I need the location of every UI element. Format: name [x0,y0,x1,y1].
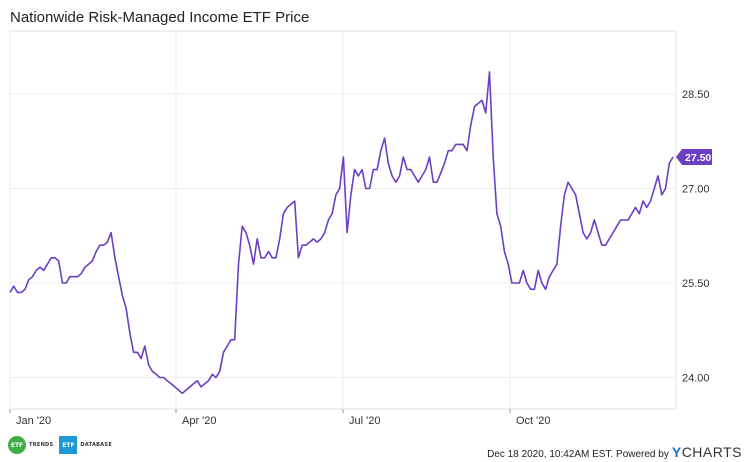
footer-attribution: Dec 18 2020, 10:42AM EST. Powered by YCH… [487,444,742,460]
etf-trends-logo-text: TRENDS [29,442,54,448]
etf-database-logo[interactable]: ETF DATABASE [59,436,112,454]
price-series-line [9,71,674,395]
timestamp-text: Dec 18 2020, 10:42AM EST. Powered by [487,449,669,460]
ycharts-logo-y: Y [671,444,682,460]
last-value-marker [676,149,712,165]
x-tick-label: Oct '20 [516,415,551,427]
etf-database-logo-text: DATABASE [80,442,113,448]
x-tick-label: Apr '20 [182,415,217,427]
chart-title: Nationwide Risk-Managed Income ETF Price [10,9,310,26]
footer-logos: ETF TRENDS ETF DATABASE [8,436,112,454]
y-tick-label: 25.50 [682,278,710,290]
y-tick-label: 24.00 [682,373,710,385]
last-value-label: 27.50 [685,152,711,164]
x-tick-label: Jul '20 [349,415,380,427]
ycharts-logo-rest: CHARTS [681,444,742,460]
ycharts-logo[interactable]: YCHARTS [672,444,742,460]
y-tick-label: 27.00 [682,184,710,196]
etf-database-badge-icon: ETF [59,436,78,454]
y-tick-label: 28.50 [682,89,710,101]
etf-trends-logo[interactable]: ETF TRENDS [8,436,53,454]
etf-trends-badge-icon: ETF [8,436,26,454]
x-tick-label: Jan '20 [16,415,51,427]
